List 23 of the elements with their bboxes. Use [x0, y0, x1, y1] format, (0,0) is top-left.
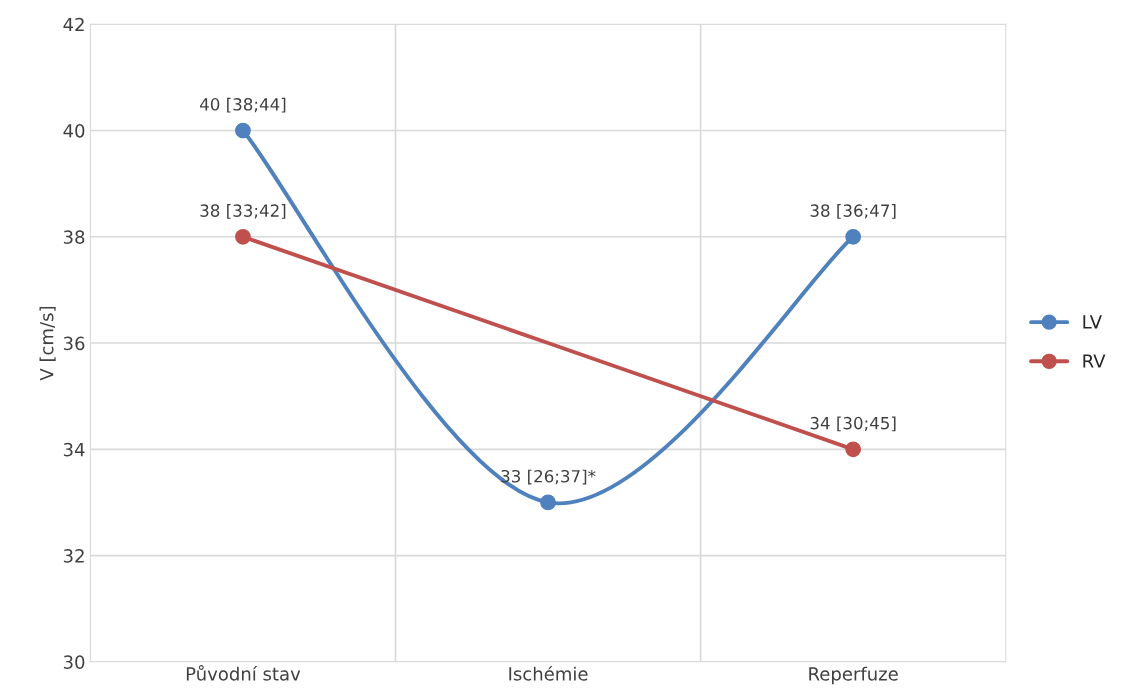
y-tick-label: 34	[63, 442, 85, 457]
y-tick-label: 38	[63, 230, 85, 244]
point	[235, 122, 251, 139]
y-tick-label: 30	[63, 655, 85, 669]
data-label: 38 [33;42]	[200, 203, 286, 219]
y-tick-label: 40	[63, 123, 85, 138]
data-label: 33 [26;37]*	[501, 469, 596, 485]
x-tick-label: Původní stav	[186, 665, 301, 681]
point	[845, 441, 862, 458]
x-tick-label: Ischémie	[509, 665, 588, 681]
legend-label: RV	[1083, 354, 1106, 368]
point	[235, 228, 251, 245]
y-tick-label: 42	[63, 17, 84, 32]
legend-label: LV	[1083, 315, 1102, 329]
y-axis-title: V [cm/s]	[39, 306, 56, 381]
data-label: 34 [30;45]	[810, 416, 896, 432]
data-label: 38 [36;47]	[810, 203, 896, 219]
data-label: 40 [38;44]	[199, 97, 286, 113]
y-tick-label: 36	[63, 336, 85, 351]
point	[845, 228, 862, 245]
x-tick-label: Reperfuze	[809, 666, 898, 685]
y-tick-label: 32	[63, 549, 84, 563]
point	[540, 494, 556, 511]
